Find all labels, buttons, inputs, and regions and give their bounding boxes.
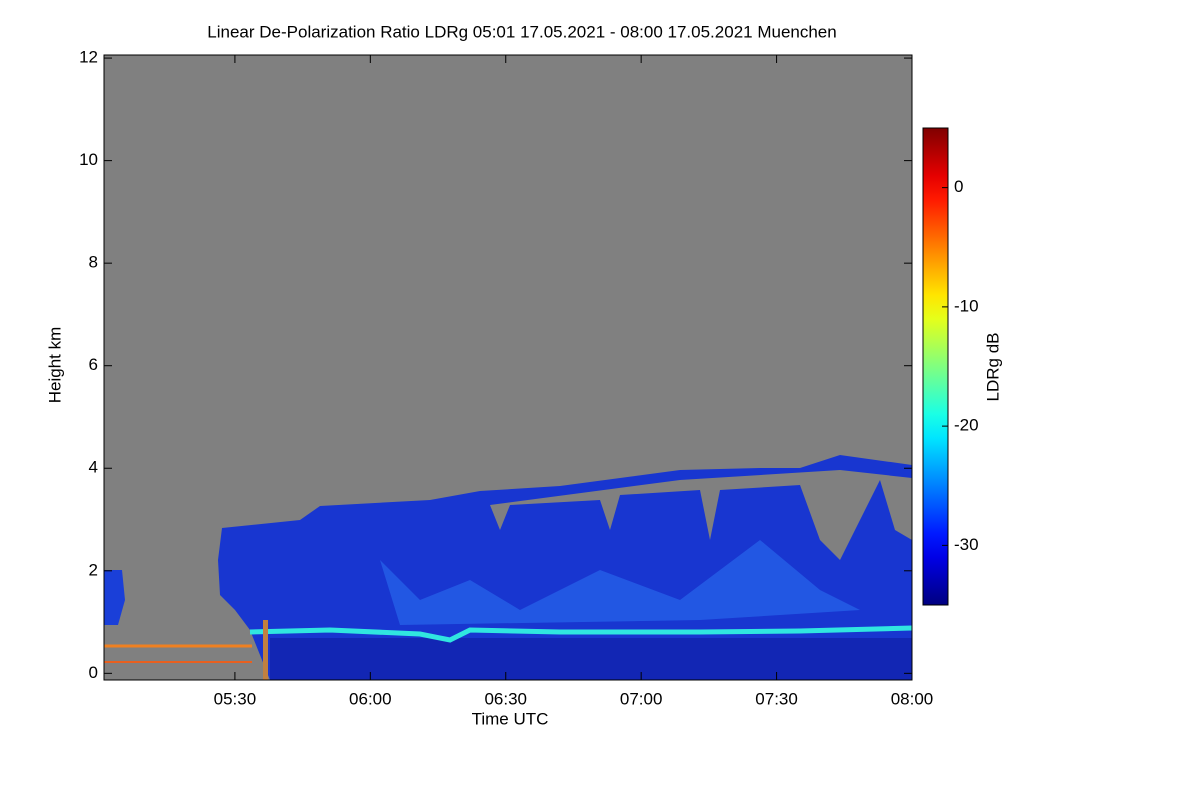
x-tick-label: 08:00 [891, 689, 934, 708]
x-tick-label: 07:30 [755, 689, 798, 708]
colorbar-tick-label: 0 [954, 177, 963, 196]
chart-title: Linear De-Polarization Ratio LDRg 05:01 … [207, 22, 836, 41]
x-axis-label: Time UTC [472, 709, 549, 728]
y-tick-label: 6 [89, 355, 98, 374]
colorbar-tick-label: -10 [954, 296, 979, 315]
y-axis-label: Height km [45, 327, 64, 404]
y-tick-label: 12 [79, 48, 98, 67]
colorbar-label: LDRg dB [983, 333, 1002, 402]
y-tick-label: 4 [89, 458, 98, 477]
colorbar-tick-label: -20 [954, 416, 979, 435]
colorbar-tick-label: -30 [954, 535, 979, 554]
plot-frame [103, 54, 913, 681]
y-tick-label: 10 [79, 150, 98, 169]
colorbar [922, 127, 949, 606]
y-tick-label: 0 [89, 663, 98, 682]
x-tick-label: 06:30 [484, 689, 527, 708]
x-tick-label: 06:00 [349, 689, 392, 708]
x-tick-label: 05:30 [214, 689, 257, 708]
x-tick-label: 07:00 [620, 689, 663, 708]
y-tick-label: 2 [89, 560, 98, 579]
heatmap-field [104, 55, 913, 680]
y-tick-label: 8 [89, 253, 98, 272]
